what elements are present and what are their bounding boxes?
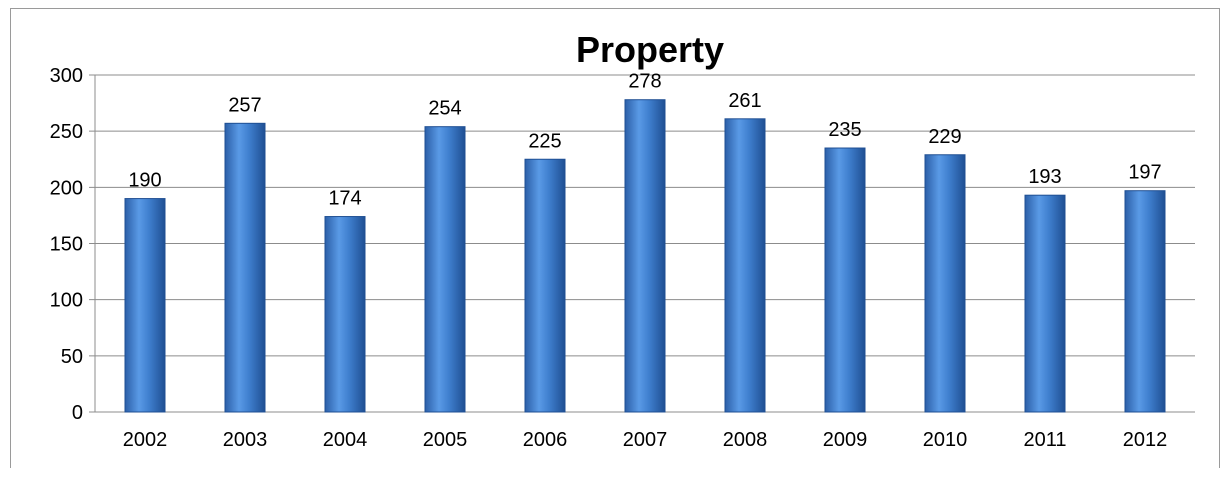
bar-2002 (124, 198, 166, 413)
data-label-2008: 261 (728, 90, 761, 112)
y-tick-label: 100 (50, 290, 83, 312)
data-label-2005: 254 (428, 98, 461, 120)
x-axis-ticks: 2002 2003 2004 2005 2006 2007 2008 2009 2010 2011… (123, 429, 1168, 451)
data-labels: 190 257 174 254 225 278 261 235 229 193 197 (128, 71, 1161, 210)
bar-2009 (824, 147, 866, 413)
data-label-2002: 190 (128, 170, 161, 192)
data-label-2007: 278 (628, 71, 661, 93)
x-tick-label-2002: 2002 (123, 429, 168, 451)
x-tick-label-2006: 2006 (523, 429, 568, 451)
bar-2011 (1024, 194, 1066, 413)
data-label-2011: 193 (1028, 166, 1061, 188)
data-label-2010: 229 (928, 126, 961, 148)
data-label-2003: 257 (228, 94, 261, 116)
data-label-2009: 235 (828, 119, 861, 141)
y-axis-ticks: 0 50 100 150 200 250 300 (50, 65, 83, 424)
bar-2004 (324, 216, 366, 413)
y-tick-label: 50 (61, 346, 83, 368)
bar-2003 (224, 122, 266, 413)
bars (124, 99, 1166, 413)
x-tick-label-2003: 2003 (223, 429, 268, 451)
y-tick-label: 300 (50, 65, 83, 87)
y-tick-label: 200 (50, 177, 83, 199)
x-tick-label-2007: 2007 (623, 429, 668, 451)
x-tick-label-2010: 2010 (923, 429, 968, 451)
x-tick-label-2012: 2012 (1123, 429, 1168, 451)
data-label-2012: 197 (1128, 162, 1161, 184)
data-label-2006: 225 (528, 130, 561, 152)
x-tick-label-2004: 2004 (323, 429, 368, 451)
bar-2012 (1124, 190, 1166, 413)
x-tick-label-2008: 2008 (723, 429, 768, 451)
bar-2006 (524, 158, 566, 413)
x-tick-label-2011: 2011 (1023, 429, 1066, 451)
x-tick-label-2005: 2005 (423, 429, 468, 451)
chart-frame (10, 8, 1220, 468)
bar-2007 (624, 99, 666, 413)
bar-2010 (924, 154, 966, 413)
y-tick-label: 150 (50, 234, 83, 256)
y-tick-label: 0 (72, 402, 83, 424)
bar-2008 (724, 118, 766, 413)
chart-title: Property (576, 29, 724, 70)
x-tick-label-2009: 2009 (823, 429, 868, 451)
y-tick-label: 250 (50, 121, 83, 143)
data-label-2004: 174 (328, 188, 361, 210)
bar-2005 (424, 126, 466, 413)
